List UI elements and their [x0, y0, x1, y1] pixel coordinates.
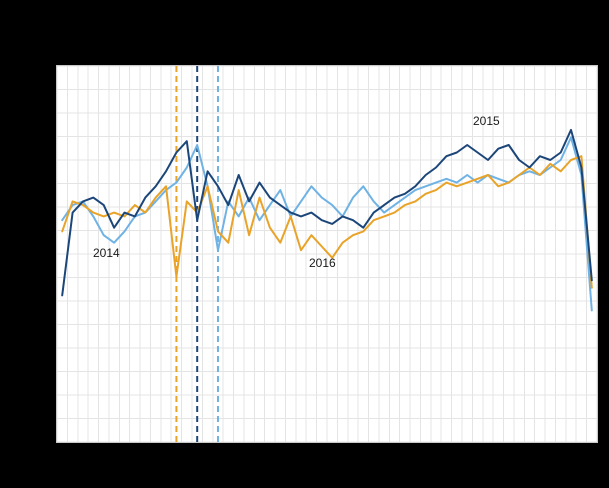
series-label-2015: 2015 — [473, 114, 500, 128]
series-label-2014: 2014 — [93, 246, 120, 260]
plot-area: 2014 2016 2015 — [56, 65, 598, 443]
line-chart-svg — [57, 66, 597, 442]
series-label-2016: 2016 — [309, 256, 336, 270]
